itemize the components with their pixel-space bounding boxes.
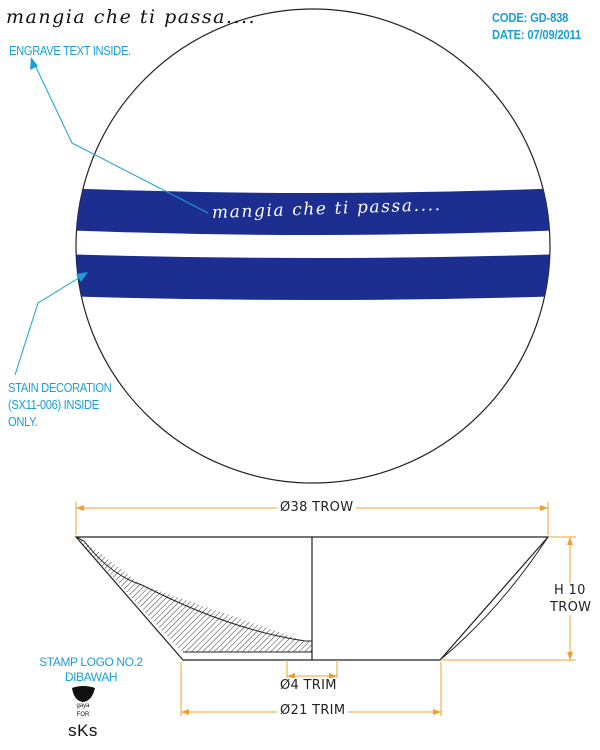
stain-decoration-bands [76, 188, 550, 300]
stamp-annotation-line-2: DIBAWAH [64, 670, 118, 684]
stain-annotation-line-2: (SX11-006) INSIDE [8, 397, 99, 412]
lower-stain-band [76, 254, 550, 300]
height-label-line-1: H 10 [551, 583, 589, 598]
stain-annotation-line-3: ONLY. [8, 414, 38, 429]
engrave-leader-line [33, 62, 209, 214]
small-trim-label: Ø4 TRIM [277, 678, 340, 693]
stamp-annotation-line-1: STAMP LOGO NO.2 [39, 655, 143, 669]
bowl-inner-profile [75, 536, 312, 642]
base-trim-label: Ø21 TRIM [277, 703, 349, 718]
stain-annotation-line-1: STAIN DECORATION [8, 380, 112, 395]
engrave-annotation: ENGRAVE TEXT INSIDE. [9, 43, 131, 58]
bowl-top-view-outline [75, 8, 551, 484]
stain-arrowhead [76, 272, 88, 282]
bowl-outer-curve [439, 536, 549, 661]
stain-leader-line [14, 275, 83, 376]
logo-bowl-mark [72, 686, 95, 702]
date-label: DATE: 07/09/2011 [492, 27, 582, 42]
stain-annotation: STAIN DECORATION (SX11-006) INSIDE ONLY. [8, 379, 112, 430]
height-label-line-2: TROW [547, 600, 595, 615]
top-diameter-label: Ø38 TROW [277, 500, 357, 515]
upper-stain-band [76, 188, 550, 235]
logo-small-text: gaya [76, 703, 90, 709]
dimension-arrowheads [76, 505, 573, 715]
engrave-arrowhead [30, 57, 38, 70]
bowl-side-section [74, 536, 550, 661]
stamp-annotation: STAMP LOGO NO.2 DIBAWAH [31, 655, 151, 685]
logo-for-text: FOR [76, 712, 90, 718]
logo-brand: sKs [68, 721, 98, 740]
code-label: CODE: GD-838 [492, 10, 569, 25]
section-hatching [76, 537, 312, 652]
title-script: mangia che ti passa.... [6, 6, 257, 28]
